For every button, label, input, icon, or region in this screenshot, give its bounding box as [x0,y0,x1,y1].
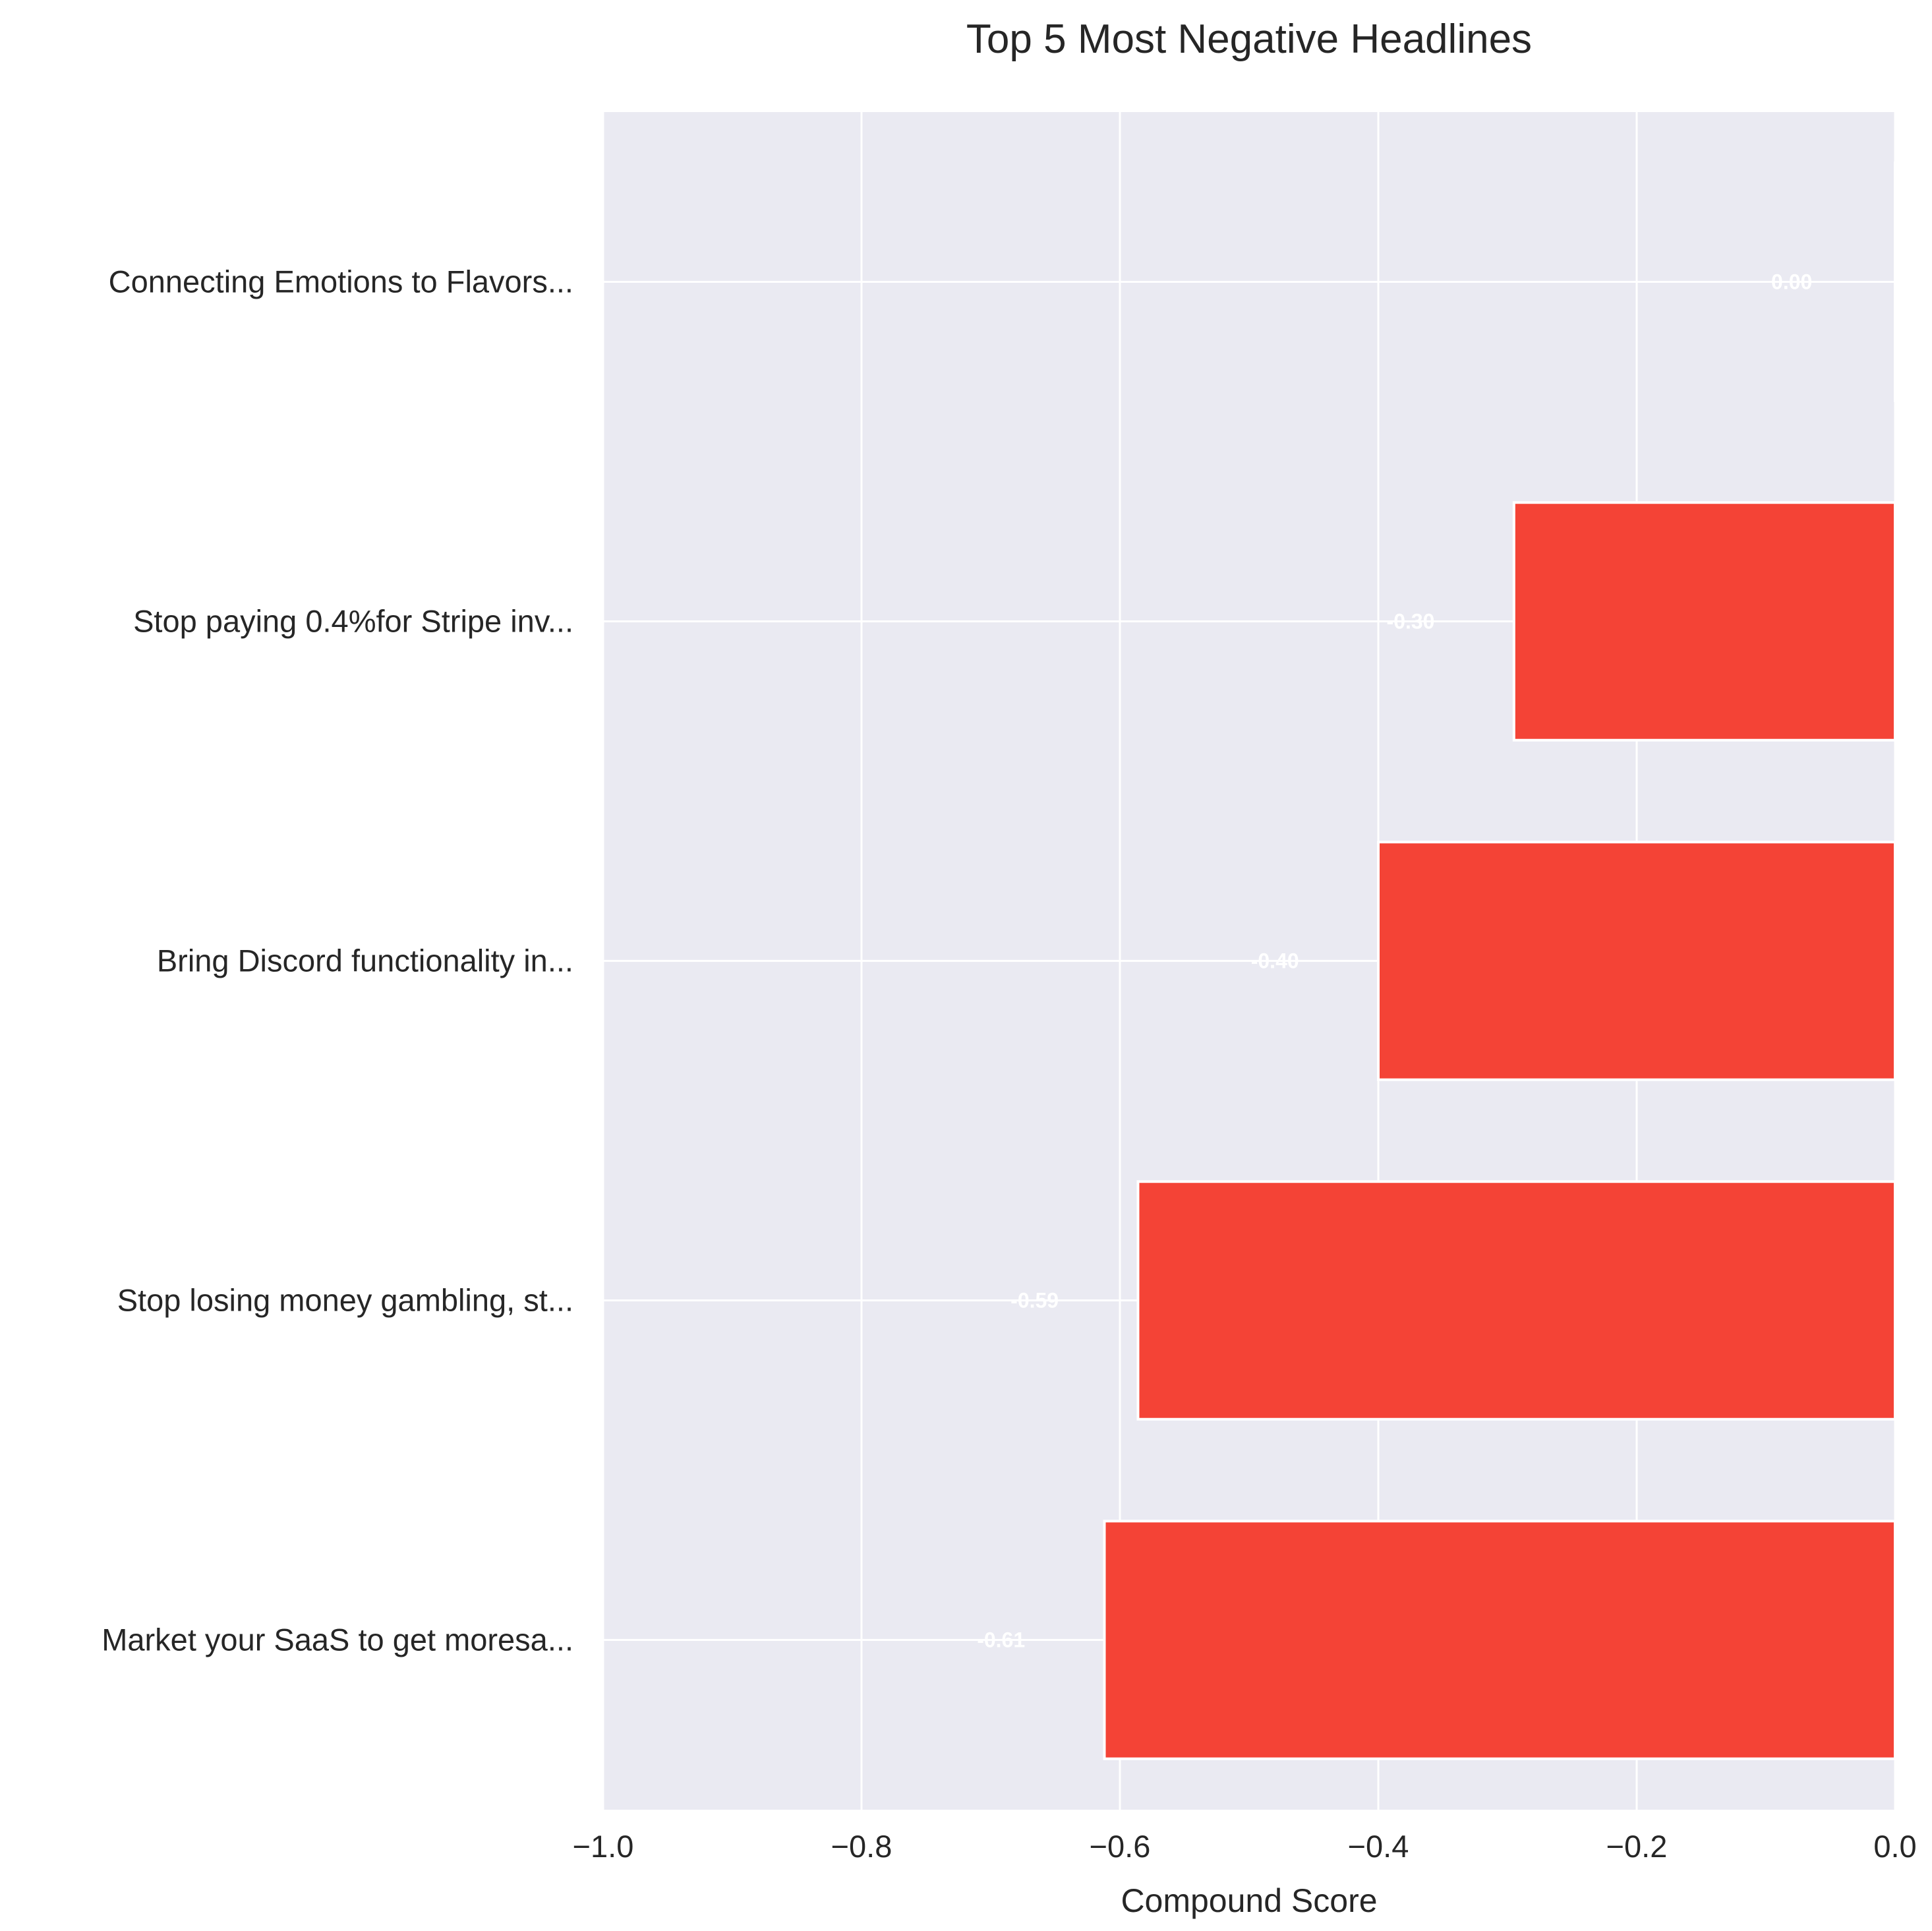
x-tick-label: −1.0 [573,1829,634,1864]
x-tick-labels: −1.0 −0.8 −0.6 −0.4 −0.2 0.0 [573,1829,1917,1864]
data-labels: 0.00 -0.30 -0.40 -0.59 -0.61 [977,270,1812,1652]
x-tick-label: −0.4 [1348,1829,1409,1864]
x-tick-label: 0.0 [1873,1829,1916,1864]
y-tick-label: Stop losing money gambling, st... [117,1283,573,1318]
y-tick-label: Bring Discord functionality in... [157,943,573,978]
data-label: 0.00 [1771,270,1812,294]
x-axis-label: Compound Score [1121,1882,1377,1919]
data-label: -0.30 [1387,610,1435,634]
chart-title: Top 5 Most Negative Headlines [966,16,1532,62]
x-tick-label: −0.6 [1090,1829,1151,1864]
y-tick-labels: Connecting Emotions to Flavors... Stop pa… [102,264,573,1657]
bar [1377,841,1896,1081]
bar [1894,162,1898,402]
bar [1136,1180,1896,1421]
x-tick-label: −0.2 [1606,1829,1668,1864]
y-tick-label: Connecting Emotions to Flavors... [109,264,573,299]
y-tick-label: Market your SaaS to get moresa... [102,1622,573,1657]
bars [1103,162,1898,1760]
bar [1103,1520,1896,1760]
bar [1512,501,1897,742]
data-label: -0.61 [977,1628,1025,1652]
data-label: -0.40 [1251,949,1299,973]
x-tick-label: −0.8 [831,1829,893,1864]
data-label: -0.59 [1010,1289,1059,1313]
y-tick-label: Stop paying 0.4%for Stripe inv... [133,604,573,639]
